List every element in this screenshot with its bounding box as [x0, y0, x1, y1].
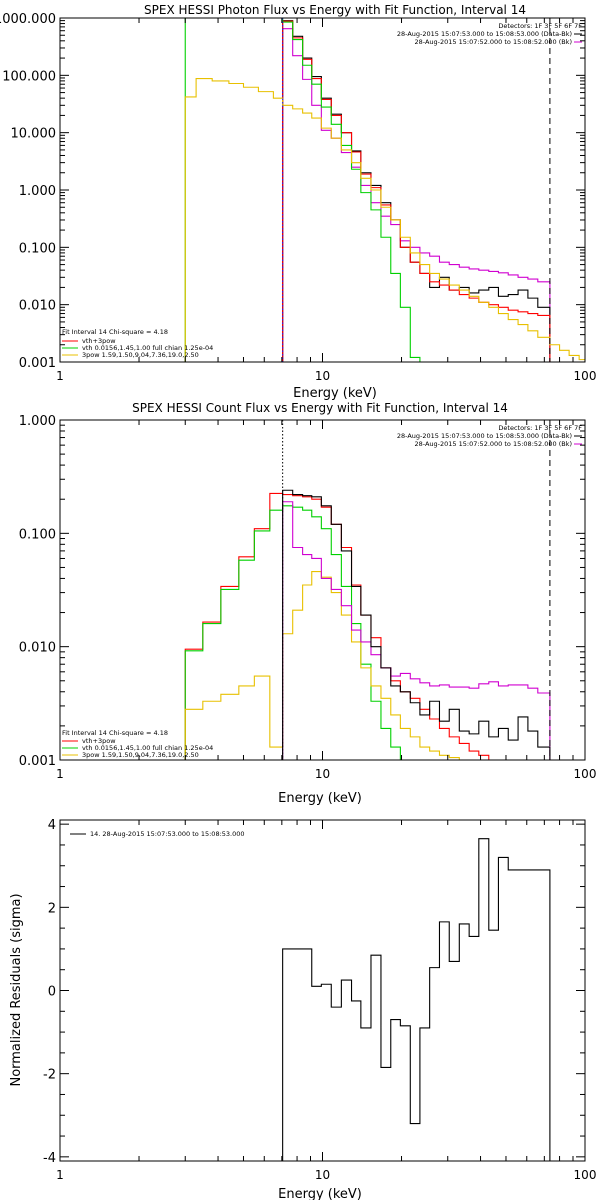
legend-bottom-line: 3pow 1.59,1.50,9.04,7.36,19.0,2.50 [82, 751, 199, 759]
legend-top-line: Detectors: 1F 3F 5F 6F 7F [498, 22, 582, 30]
y-tick-label: 0.010 [19, 641, 56, 656]
legend-top-line: 28-Aug-2015 15:07:52.000 to 15:08:52.000… [415, 38, 572, 46]
legend-bottom-line: vth+3pow [82, 337, 116, 345]
legend-top-line: 28-Aug-2015 15:07:53.000 to 15:08:53.000… [397, 30, 572, 38]
legend-top-line: 28-Aug-2015 15:07:53.000 to 15:08:53.000… [397, 432, 572, 440]
legend-bottom-line: vth 0.0156,1.45,1.00 full chian 1.25e-04 [82, 344, 213, 352]
y-tick-label: 100.000 [2, 69, 56, 84]
y-tick-label: 0 [48, 985, 56, 1000]
legend-bottom-line: vth 0.0156,1.45,1.00 full chian 1.25e-04 [82, 744, 213, 752]
x-tick-label: 10 [315, 767, 330, 781]
count-flux-marker-lines [282, 420, 551, 760]
y-tick-label: 0.010 [19, 299, 56, 314]
series-step-line-total-fit [282, 20, 551, 362]
y-tick-label: 10.000 [11, 127, 57, 142]
series-step-line-data [282, 489, 551, 760]
residuals-xlabel: Energy (keV) [278, 1187, 362, 1200]
y-tick-label: 0.001 [19, 754, 56, 769]
count-flux-panel: SPEX HESSI Count Flux vs Energy with Fit… [19, 401, 597, 806]
y-tick-label: 0.100 [19, 241, 56, 256]
y-tick-label: 2 [48, 901, 56, 916]
series-step-line-background-spectrum [282, 501, 551, 760]
x-tick-label: 100 [574, 369, 597, 383]
y-tick-label: 1.000 [19, 414, 56, 429]
y-tick-label: 4 [48, 818, 56, 833]
photon-flux-legend-bottom: Fit Interval 14 Chi-square = 4.18 vth+3p… [62, 328, 213, 359]
count-flux-tick-labels: 1 10 100 0.001 0.010 0.100 1.000 [19, 414, 597, 781]
count-flux-series-group [184, 489, 551, 760]
x-tick-label: 1 [56, 1168, 64, 1182]
series-step-line-background-spectrum [282, 28, 551, 362]
photon-flux-axes-frame [59, 17, 586, 363]
x-tick-label: 1 [56, 767, 64, 781]
photon-flux-ticks [59, 17, 585, 363]
legend-bottom-line: vth+3pow [82, 737, 116, 745]
legend-line: 14. 28-Aug-2015 15:07:53.000 to 15:08:53… [90, 830, 245, 838]
y-tick-label: 1.000 [19, 184, 56, 199]
x-tick-label: 1 [56, 369, 64, 383]
residuals-panel: Energy (keV) Normalized Residuals (sigma… [9, 818, 596, 1200]
residuals-tick-labels: 1 10 100 -4 -2 0 2 4 [43, 818, 596, 1182]
x-tick-label: 100 [574, 1168, 597, 1182]
count-flux-axes-frame [59, 419, 586, 761]
photon-flux-series-group [184, 18, 585, 362]
count-flux-legend-bottom: Fit Interval 14 Chi-square = 4.18 vth+3p… [62, 729, 213, 759]
photon-flux-tick-labels: 1 10 100 0.001 0.010 0.100 1.000 10.000 100.000 1… [0, 12, 596, 383]
x-tick-label: 10 [315, 1168, 330, 1182]
y-tick-label: -2 [43, 1068, 56, 1083]
x-tick-label: 10 [315, 369, 330, 383]
count-flux-legend-top: Detectors: 1F 3F 5F 6F 7F 28-Aug-2015 15… [397, 424, 582, 448]
photon-flux-xlabel: Energy (keV) [293, 386, 377, 401]
count-flux-xlabel: Energy (keV) [278, 791, 362, 806]
count-flux-ticks [59, 419, 585, 761]
series-step-line-bpow [184, 77, 585, 362]
residuals-axes-frame [59, 819, 586, 1162]
legend-top-line: Detectors: 1F 3F 5F 6F 7F [498, 424, 582, 432]
series-step-line-vth [184, 505, 411, 760]
residuals-ylabel: Normalized Residuals (sigma) [9, 893, 24, 1086]
photon-flux-title: SPEX HESSI Photon Flux vs Energy with Fi… [144, 3, 526, 17]
y-tick-label: 0.001 [19, 356, 56, 371]
photon-flux-panel: SPEX HESSI Photon Flux vs Energy with Fi… [0, 3, 596, 401]
series-step-line-bpow [184, 571, 550, 760]
y-tick-label: 0.100 [19, 527, 56, 542]
residuals-legend: 14. 28-Aug-2015 15:07:53.000 to 15:08:53… [70, 830, 245, 838]
series-step-line-data [282, 838, 551, 1161]
residuals-series-group [282, 838, 551, 1161]
photon-flux-legend-top: Detectors: 1F 3F 5F 6F 7F 28-Aug-2015 15… [397, 22, 582, 46]
series-step-line-vth [184, 18, 421, 362]
legend-bottom-line: Fit Interval 14 Chi-square = 4.18 [62, 328, 168, 336]
y-tick-label: -4 [43, 1151, 56, 1166]
x-tick-label: 100 [574, 767, 597, 781]
y-tick-label: 1000.000 [0, 12, 56, 27]
legend-bottom-line: Fit Interval 14 Chi-square = 4.18 [62, 729, 168, 737]
legend-top-line: 28-Aug-2015 15:07:52.000 to 15:08:52.000… [415, 440, 572, 448]
photon-flux-marker-lines [282, 18, 551, 362]
legend-bottom-line: 3pow 1.59,1.50,9.04,7.36,19.0,2.50 [82, 351, 199, 359]
count-flux-title: SPEX HESSI Count Flux vs Energy with Fit… [132, 401, 508, 415]
